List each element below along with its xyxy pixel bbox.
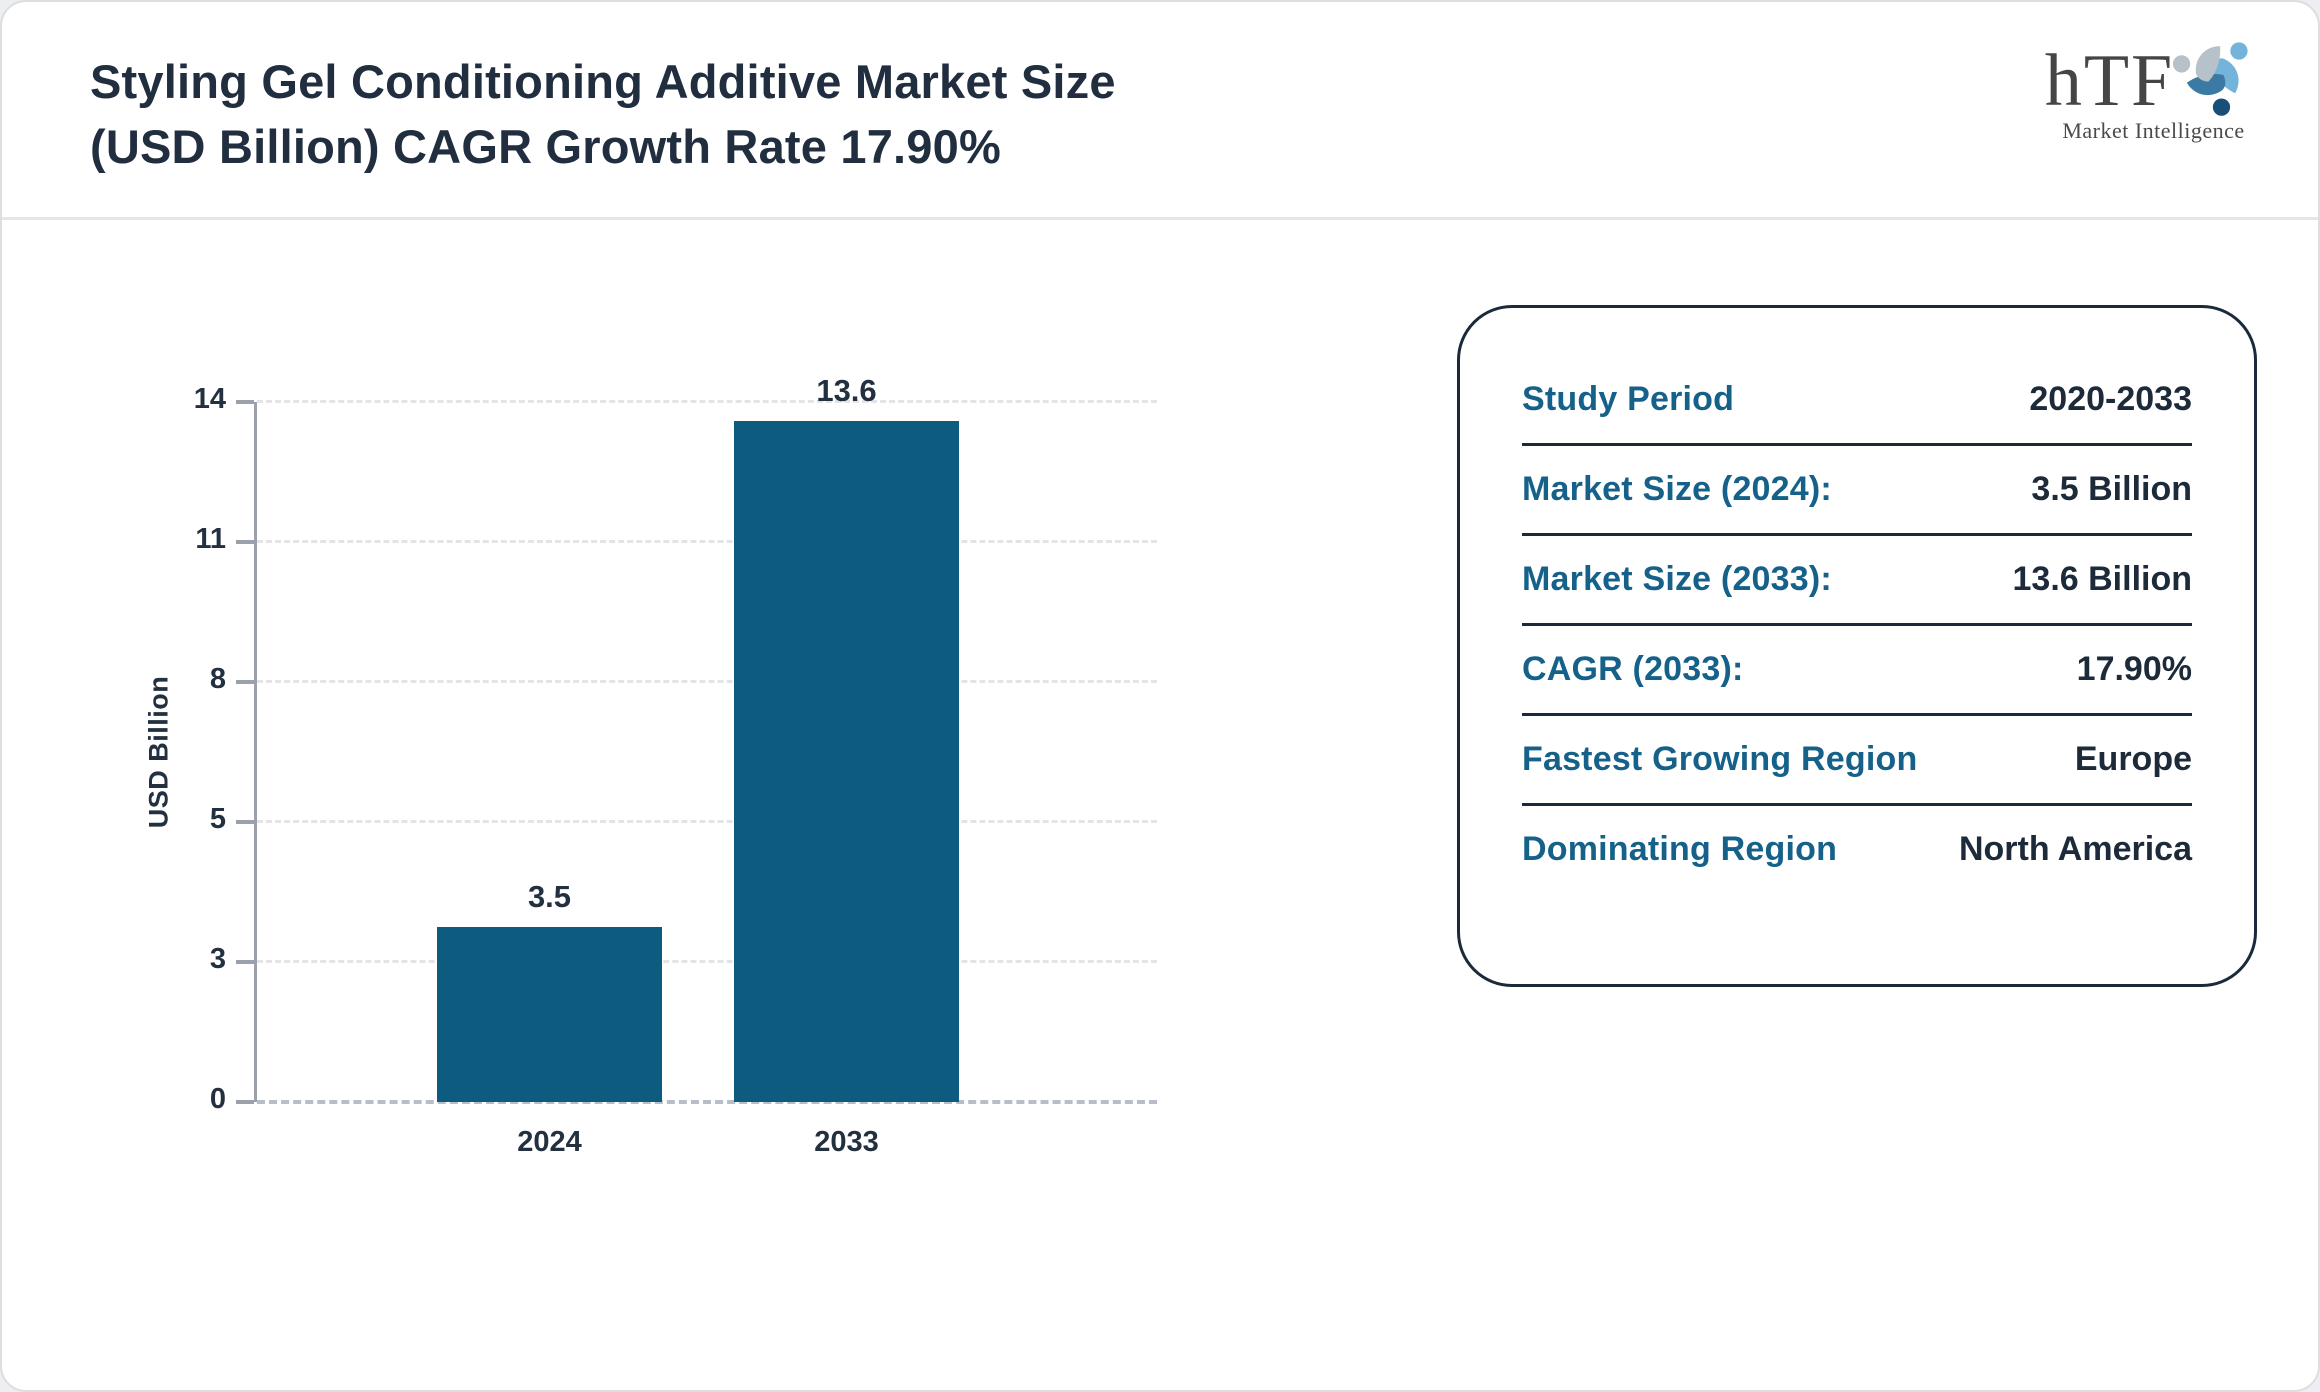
info-row: Market Size (2024): 3.5 Billion: [1522, 446, 2192, 533]
page-title-line-2: (USD Billion) CAGR Growth Rate 17.90%: [90, 119, 1001, 173]
x-tick-label-2024: 2024: [517, 1126, 582, 1158]
htf-logo-subtext: Market Intelligence: [2062, 118, 2245, 143]
bar-value-label-2024: 3.5: [527, 879, 572, 914]
y-tick-label-8: 8: [209, 663, 226, 695]
info-row-divider: [1522, 533, 2192, 536]
y-tick-label-14: 14: [193, 383, 226, 415]
header: Styling Gel Conditioning Additive Market…: [2, 2, 2318, 219]
gridline-y-3: [257, 960, 1157, 963]
page-title: Styling Gel Conditioning Additive Market…: [90, 50, 1116, 180]
gridline-y-8: [257, 680, 1157, 683]
y-tick-mark-8: [236, 680, 254, 684]
info-row: Study Period 2020-2033: [1522, 356, 2192, 443]
bar-2033: [734, 420, 959, 1102]
info-label: Dominating Region: [1522, 830, 1838, 868]
y-tick-mark-0: [236, 1100, 254, 1104]
htf-logo: hTF Market Intelligence: [2041, 26, 2266, 144]
x-tick-label-2033: 2033: [814, 1126, 879, 1158]
info-value: 2020-2033: [2029, 380, 2192, 418]
info-label: Market Size (2033):: [1522, 560, 1832, 598]
info-value: North America: [1958, 830, 2192, 868]
y-tick-label-11: 11: [195, 523, 226, 555]
info-row-divider: [1522, 623, 2192, 626]
y-axis-line: [254, 402, 257, 1102]
info-label: Study Period: [1522, 380, 1735, 418]
y-tick-mark-14: [236, 400, 254, 404]
gridline-y-0: [257, 1100, 1157, 1104]
y-tick-label-3: 3: [209, 943, 226, 975]
info-row-divider: [1522, 803, 2192, 806]
info-label: Fastest Growing Region: [1522, 740, 1918, 778]
gridline-y-5: [257, 820, 1157, 823]
htf-logo-swirl-icon: [2173, 42, 2248, 116]
info-row: Fastest Growing Region Europe: [1522, 716, 2192, 803]
y-tick-label-0: 0: [209, 1083, 226, 1115]
info-value: Europe: [2074, 740, 2192, 778]
gridline-y-14: [257, 400, 1157, 403]
info-label: CAGR (2033):: [1522, 650, 1744, 688]
info-row-divider: [1522, 713, 2192, 716]
info-row: Dominating Region North America: [1522, 806, 2192, 893]
info-row: CAGR (2033): 17.90%: [1522, 626, 2192, 713]
y-tick-mark-3: [236, 960, 254, 964]
plot-area: 0 3 5 8 11 14 3.5 2024 13.6 2033: [194, 373, 1157, 1158]
market-info-card: Study Period 2020-2033 Market Size (2024):…: [1457, 305, 2257, 987]
y-tick-label-5: 5: [209, 803, 226, 835]
bar-value-label-2033: 13.6: [816, 372, 877, 408]
info-value: 3.5 Billion: [2031, 470, 2192, 508]
info-value: 13.6 Billion: [2012, 560, 2193, 598]
y-tick-mark-11: [236, 540, 254, 544]
info-row-divider: [1522, 443, 2192, 446]
y-tick-mark-5: [236, 820, 254, 824]
page-title-line-1: Styling Gel Conditioning Additive Market…: [90, 55, 1116, 108]
info-row: Market Size (2033): 13.6 Billion: [1522, 536, 2192, 623]
htf-logo-text: hTF: [2044, 40, 2175, 122]
info-value: 17.90%: [2076, 650, 2192, 688]
htf-logo-row: hTF: [2041, 26, 2266, 122]
header-divider: [2, 217, 2318, 220]
info-label: Market Size (2024):: [1522, 470, 1832, 508]
gridline-y-11: [257, 540, 1157, 543]
market-info-card-body: Study Period 2020-2033 Market Size (2024):…: [1460, 308, 2254, 893]
bar-2024: [437, 927, 662, 1102]
